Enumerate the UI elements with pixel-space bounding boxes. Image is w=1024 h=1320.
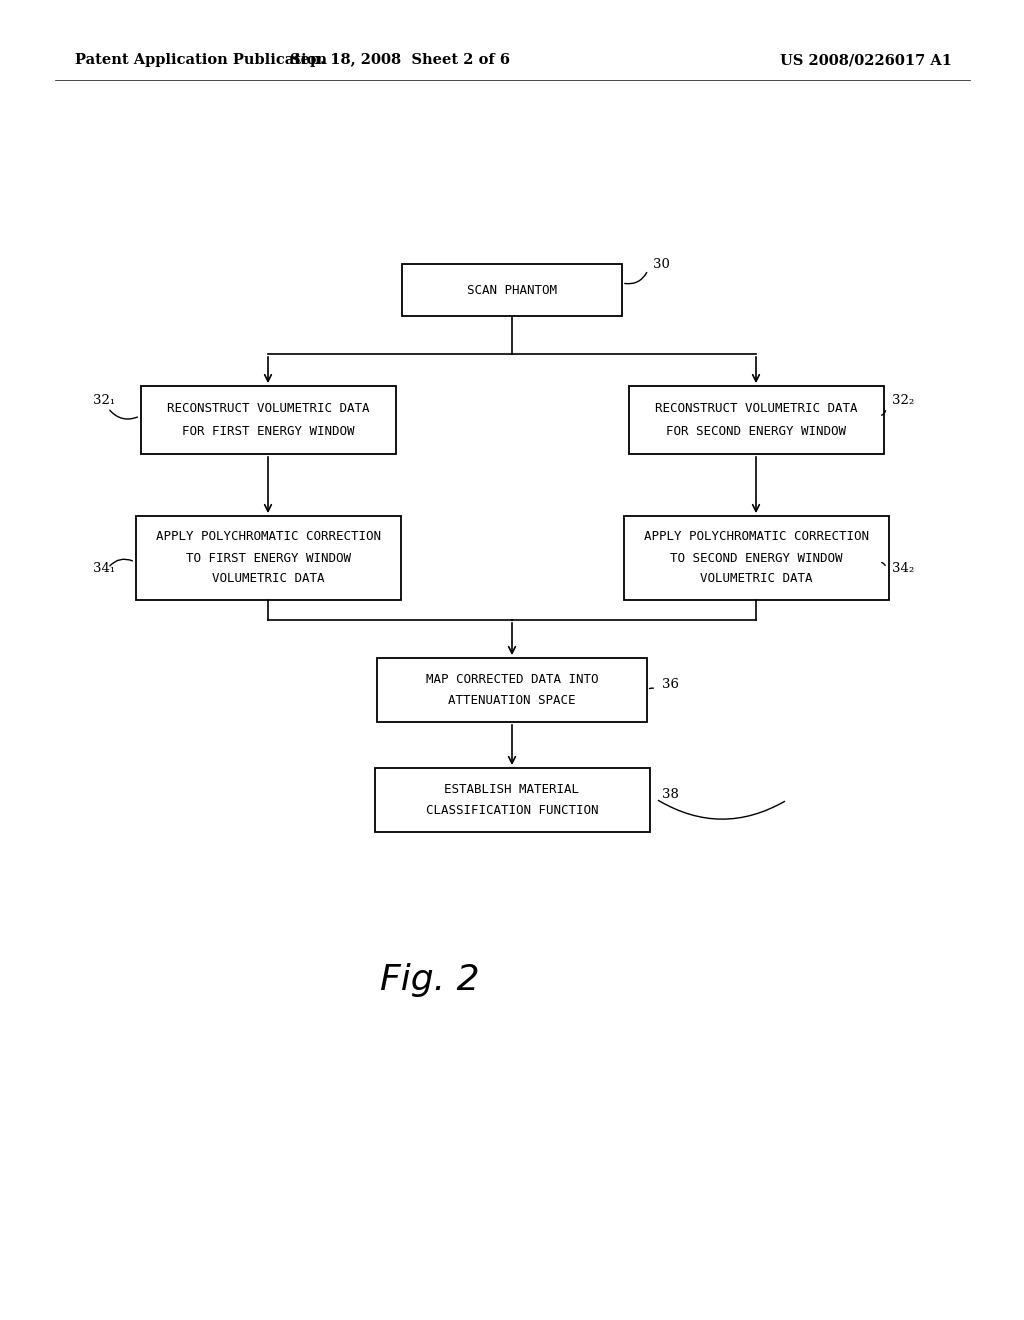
Text: Patent Application Publication: Patent Application Publication <box>75 53 327 67</box>
Text: ATTENUATION SPACE: ATTENUATION SPACE <box>449 694 575 708</box>
Text: FOR SECOND ENERGY WINDOW: FOR SECOND ENERGY WINDOW <box>666 425 846 438</box>
Text: 36: 36 <box>662 677 679 690</box>
Bar <box>402 264 622 315</box>
Bar <box>135 516 400 601</box>
Text: FOR FIRST ENERGY WINDOW: FOR FIRST ENERGY WINDOW <box>181 425 354 438</box>
Text: US 2008/0226017 A1: US 2008/0226017 A1 <box>780 53 952 67</box>
Text: APPLY POLYCHROMATIC CORRECTION: APPLY POLYCHROMATIC CORRECTION <box>156 531 381 544</box>
Bar <box>629 385 884 454</box>
Text: TO FIRST ENERGY WINDOW: TO FIRST ENERGY WINDOW <box>185 552 350 565</box>
Text: 34₁: 34₁ <box>93 561 115 574</box>
Bar <box>377 657 647 722</box>
Text: 30: 30 <box>653 259 670 272</box>
Bar <box>375 768 649 832</box>
Text: VOLUMETRIC DATA: VOLUMETRIC DATA <box>212 573 325 586</box>
Text: Sep. 18, 2008  Sheet 2 of 6: Sep. 18, 2008 Sheet 2 of 6 <box>290 53 510 67</box>
Text: APPLY POLYCHROMATIC CORRECTION: APPLY POLYCHROMATIC CORRECTION <box>643 531 868 544</box>
Text: TO SECOND ENERGY WINDOW: TO SECOND ENERGY WINDOW <box>670 552 843 565</box>
Text: RECONSTRUCT VOLUMETRIC DATA: RECONSTRUCT VOLUMETRIC DATA <box>167 403 370 416</box>
Text: 32₂: 32₂ <box>892 393 914 407</box>
Text: 34₂: 34₂ <box>892 561 914 574</box>
Bar <box>624 516 889 601</box>
Text: ESTABLISH MATERIAL: ESTABLISH MATERIAL <box>444 783 580 796</box>
Text: SCAN PHANTOM: SCAN PHANTOM <box>467 284 557 297</box>
Text: 32₁: 32₁ <box>93 393 115 407</box>
Text: 38: 38 <box>662 788 679 800</box>
Text: CLASSIFICATION FUNCTION: CLASSIFICATION FUNCTION <box>426 804 598 817</box>
Text: MAP CORRECTED DATA INTO: MAP CORRECTED DATA INTO <box>426 673 598 686</box>
Text: VOLUMETRIC DATA: VOLUMETRIC DATA <box>699 573 812 586</box>
Bar <box>140 385 395 454</box>
Text: RECONSTRUCT VOLUMETRIC DATA: RECONSTRUCT VOLUMETRIC DATA <box>654 403 857 416</box>
Text: Fig. 2: Fig. 2 <box>380 964 480 997</box>
